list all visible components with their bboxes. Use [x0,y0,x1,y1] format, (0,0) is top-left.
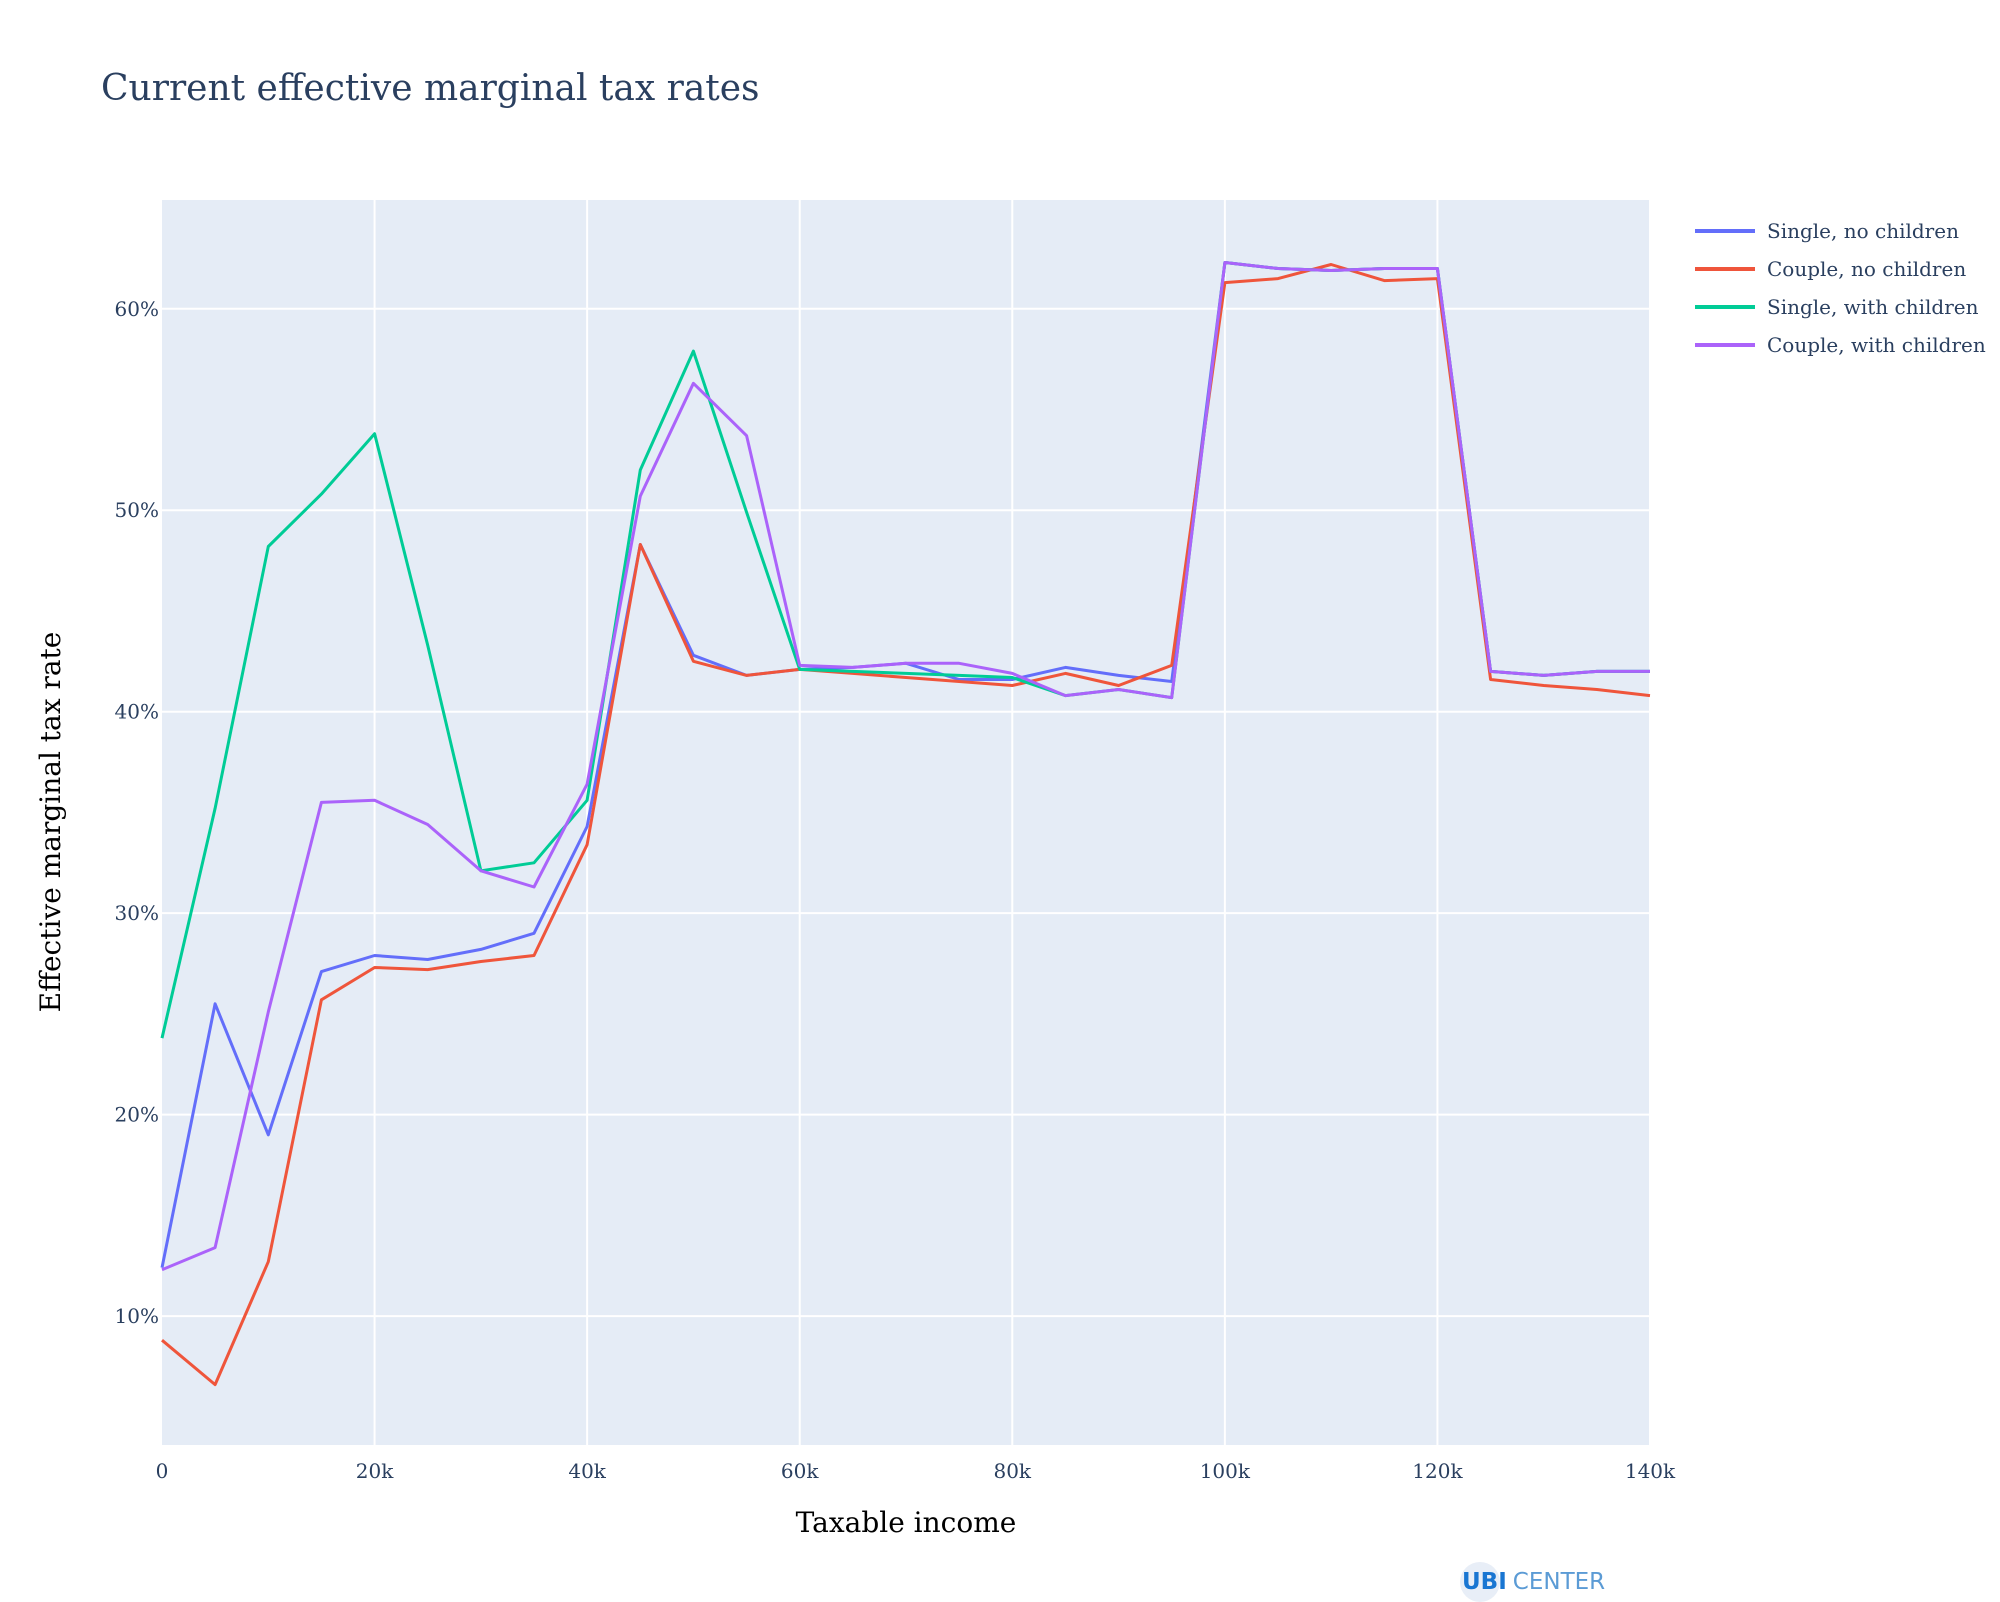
logo-center-text: CENTER [1512,1569,1606,1595]
x-tick-label: 80k [993,1459,1031,1483]
legend-label: Single, with children [1767,295,1979,319]
legend-label: Couple, with children [1767,333,1986,357]
series-line-couple-with-children[interactable] [161,261,1650,1272]
legend-item-single-no-children[interactable]: Single, no children [1695,219,1959,243]
legend[interactable]: Single, no children Couple, no children Si… [1695,219,1986,357]
y-tick-label: 30% [115,901,159,925]
x-tick-label: 60k [781,1459,819,1483]
plot-area [162,200,1650,1445]
legend-label: Single, no children [1767,219,1959,243]
chart-title: Current effective marginal tax rates [101,68,760,109]
ubi-center-logo: UBI CENTER [1460,1562,1606,1602]
logo-ubi-text: UBI [1462,1569,1507,1595]
y-tick-label: 40% [115,700,159,724]
legend-item-single-with-children[interactable]: Single, with children [1695,295,1979,319]
legend-label: Couple, no children [1767,257,1966,281]
y-tick-label: 10% [115,1304,159,1328]
x-tick-label: 0 [156,1459,169,1483]
x-tick-label: 20k [356,1459,394,1483]
y-tick-label: 60% [115,297,159,321]
series-line-couple-no-children[interactable] [161,263,1651,1387]
x-axis-title: Taxable income [796,1506,1017,1539]
logo-circle [1460,1562,1500,1602]
y-axis-title: Effective marginal tax rate [34,632,67,1013]
x-tick-label: 120k [1412,1459,1463,1483]
gridlines [162,200,1651,1445]
y-tick-label: 20% [115,1103,159,1127]
series-layer [160,261,1651,1387]
x-tick-label: 40k [568,1459,606,1483]
legend-item-couple-no-children[interactable]: Couple, no children [1695,257,1966,281]
y-axis-ticks: 10% 20% 30% 40% 50% 60% [115,297,159,1328]
x-tick-label: 100k [1200,1459,1251,1483]
x-tick-label: 140k [1625,1459,1676,1483]
x-axis-ticks: 0 20k 40k 60k 80k 100k 120k 140k [156,1459,1676,1483]
legend-item-couple-with-children[interactable]: Couple, with children [1695,333,1986,357]
y-tick-label: 50% [115,498,159,522]
